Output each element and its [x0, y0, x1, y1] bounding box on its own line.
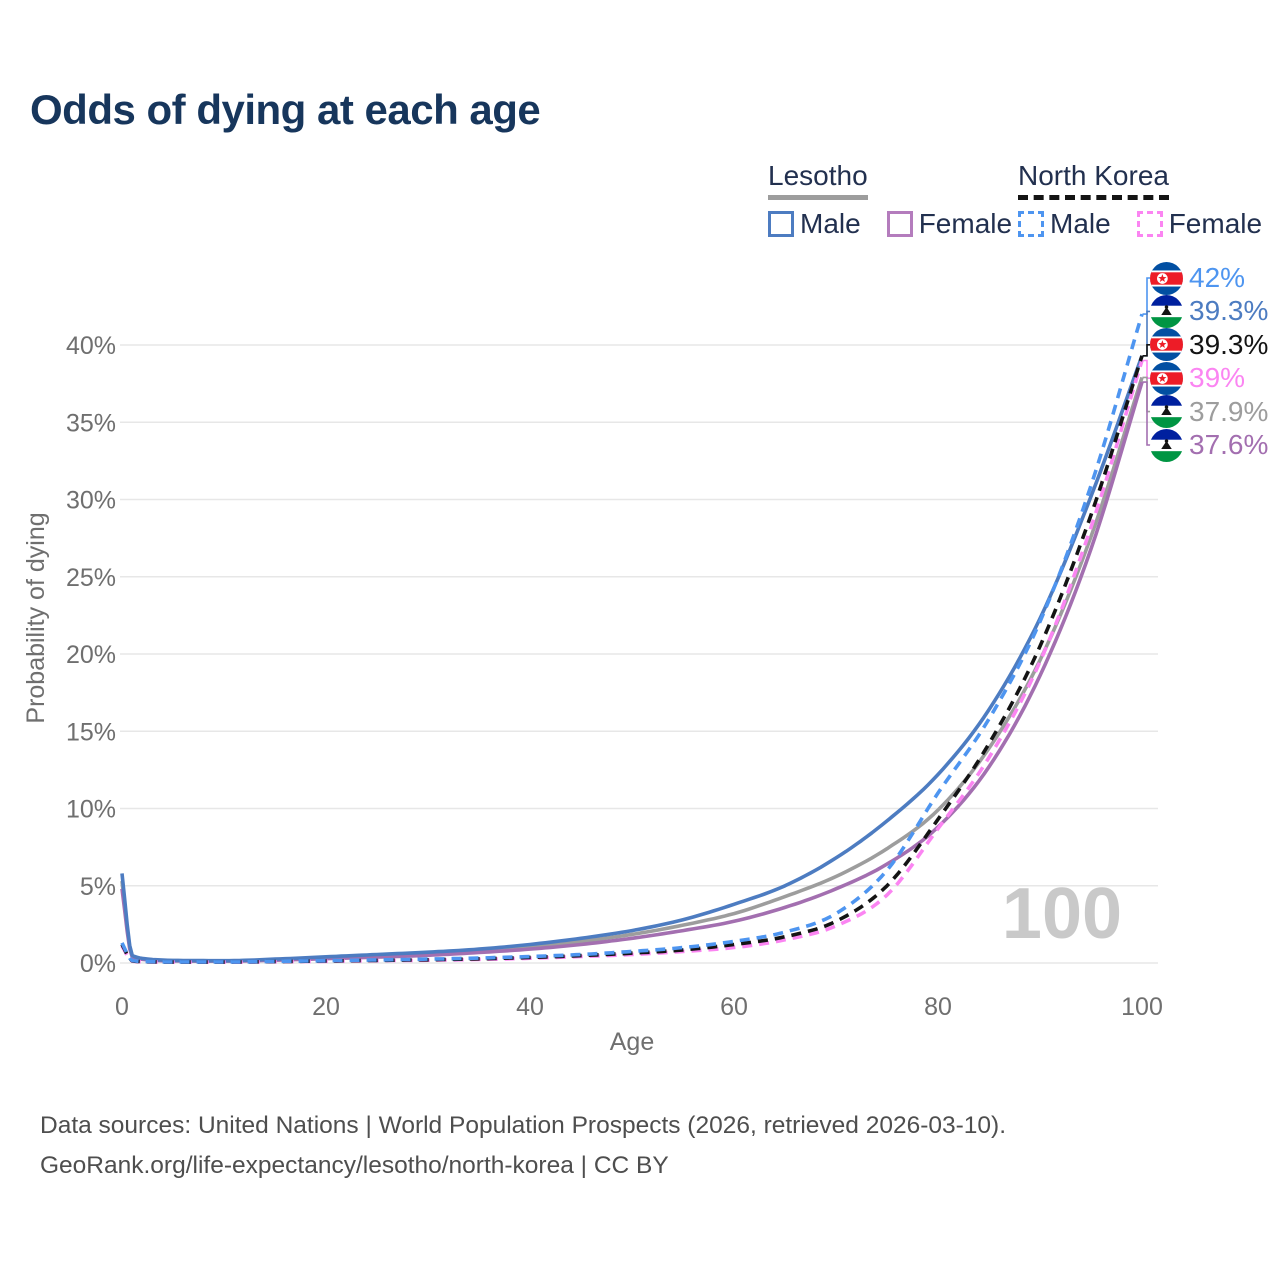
legend-country-north-korea[interactable]: North Korea: [1018, 160, 1169, 200]
y-tick-label: 35%: [66, 409, 116, 437]
end-label-connector-north-korea-female: [1142, 359, 1151, 379]
end-label-connector-north-korea-male: [1142, 277, 1151, 315]
legend-item-lesotho-female[interactable]: Female: [886, 208, 1013, 240]
series-line-north-korea-male[interactable]: [120, 313, 1144, 964]
legend-country-lesotho[interactable]: Lesotho: [768, 160, 868, 200]
series-line-north-korea-total[interactable]: [120, 355, 1144, 964]
legend-item-north-korea-male[interactable]: Male: [1018, 208, 1111, 240]
y-tick-label: 25%: [66, 564, 116, 592]
mortality-line-chart: 0% 5% 10% 15% 20% 25% 30% 35% 40% 100 0 20 40 60 80 100…: [22, 277, 1163, 1056]
x-tick-label: 60: [720, 993, 748, 1021]
x-tick-label: 40: [516, 993, 544, 1021]
age-watermark: 100: [1002, 874, 1122, 954]
north-korea-female-swatch-icon: [1136, 211, 1163, 237]
x-tick-label: 100: [1121, 993, 1163, 1021]
y-tick-label: 30%: [66, 487, 116, 515]
legend-group-north-korea: North Korea Male Female: [1018, 160, 1262, 240]
footer: Data sources: United Nations | World Pop…: [40, 1106, 1240, 1186]
x-tick-label: 80: [924, 993, 952, 1021]
legend-items-lesotho: Male Female: [768, 208, 1012, 240]
lesotho-female-swatch-icon: [886, 211, 913, 237]
legend-group-lesotho: Lesotho Male Female: [768, 160, 1012, 240]
y-tick-label: 0%: [80, 950, 116, 978]
legend-items-north-korea: Male Female: [1018, 208, 1262, 240]
legend-item-north-korea-female[interactable]: Female: [1136, 208, 1263, 240]
footer-data-sources: Data sources: United Nations | World Pop…: [40, 1112, 1007, 1139]
y-tick-label: 5%: [80, 873, 116, 901]
y-tick-label: 15%: [66, 718, 116, 746]
x-tick-label: 0: [115, 993, 129, 1021]
x-axis-title: Age: [610, 1028, 654, 1056]
y-axis-title: Probability of dying: [22, 512, 50, 723]
x-tick-label: 20: [312, 993, 340, 1021]
legend: Lesotho Male Female North Korea Male Fem…: [0, 160, 1280, 245]
end-label-connector-lesotho-female: [1142, 381, 1151, 446]
end-label-connector-north-korea-total: [1142, 344, 1151, 357]
y-tick-label: 10%: [66, 796, 116, 824]
legend-item-lesotho-male[interactable]: Male: [768, 208, 861, 240]
y-tick-label: 20%: [66, 641, 116, 669]
y-tick-label: 40%: [66, 332, 116, 360]
series-line-lesotho-total[interactable]: [120, 376, 1144, 963]
legend-label-lesotho-female: Female: [918, 208, 1013, 239]
legend-label-north-korea-female: Female: [1168, 208, 1263, 239]
page-title: Odds of dying at each age: [30, 86, 541, 133]
north-korea-male-swatch-icon: [1018, 211, 1044, 237]
legend-label-north-korea-male: Male: [1050, 208, 1111, 239]
series-line-lesotho-female[interactable]: [120, 381, 1144, 963]
legend-label-lesotho-male: Male: [800, 208, 861, 239]
footer-attribution: GeoRank.org/life-expectancy/lesotho/nort…: [40, 1152, 669, 1179]
lesotho-male-swatch-icon: [768, 211, 794, 237]
series-line-north-korea-female[interactable]: [120, 359, 1144, 964]
series-line-lesotho-male[interactable]: [120, 355, 1144, 963]
